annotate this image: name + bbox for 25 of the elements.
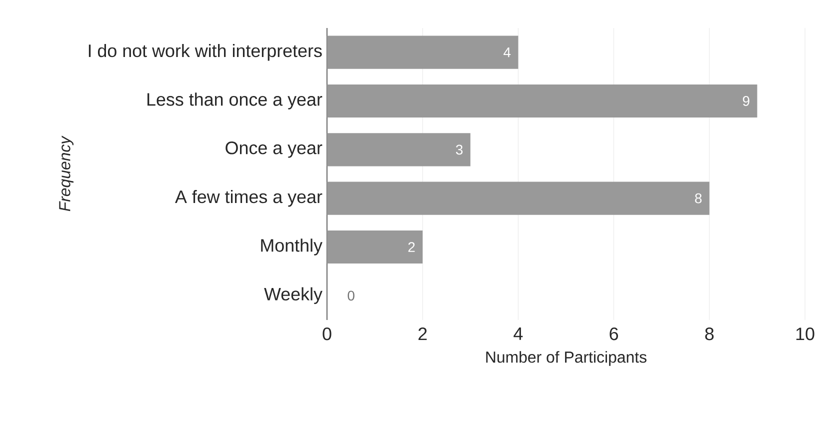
- bar: [327, 182, 710, 215]
- bar: [327, 230, 423, 264]
- y-axis-title: Frequency: [59, 136, 74, 212]
- data-label: 4: [504, 48, 511, 58]
- bar: [327, 84, 758, 118]
- x-tick-label: 6: [610, 328, 618, 340]
- y-tick-label: Monthly: [261, 238, 322, 256]
- x-tick-label: 2: [418, 328, 427, 340]
- x-tick-label: 10: [796, 328, 814, 340]
- bar: [327, 36, 518, 69]
- x-tick-label: 4: [514, 328, 523, 340]
- y-tick-label: Once a year: [226, 142, 322, 158]
- data-label: 8: [695, 193, 702, 204]
- y-tick-label: Weekly: [264, 287, 322, 304]
- y-tick-label: Less than once a year: [147, 92, 322, 110]
- data-label: 3: [456, 144, 463, 155]
- bar: [327, 133, 470, 166]
- x-tick-label: 0: [322, 328, 332, 340]
- x-tick-label: 8: [705, 328, 714, 340]
- x-axis-title: Number of Participants: [486, 351, 646, 366]
- data-label: 2: [408, 242, 415, 252]
- data-label: 9: [742, 96, 750, 106]
- data-label: 0: [348, 290, 354, 301]
- y-tick-label: I do not work with interpreters: [88, 44, 322, 61]
- y-tick-label: A few times a year: [175, 190, 322, 207]
